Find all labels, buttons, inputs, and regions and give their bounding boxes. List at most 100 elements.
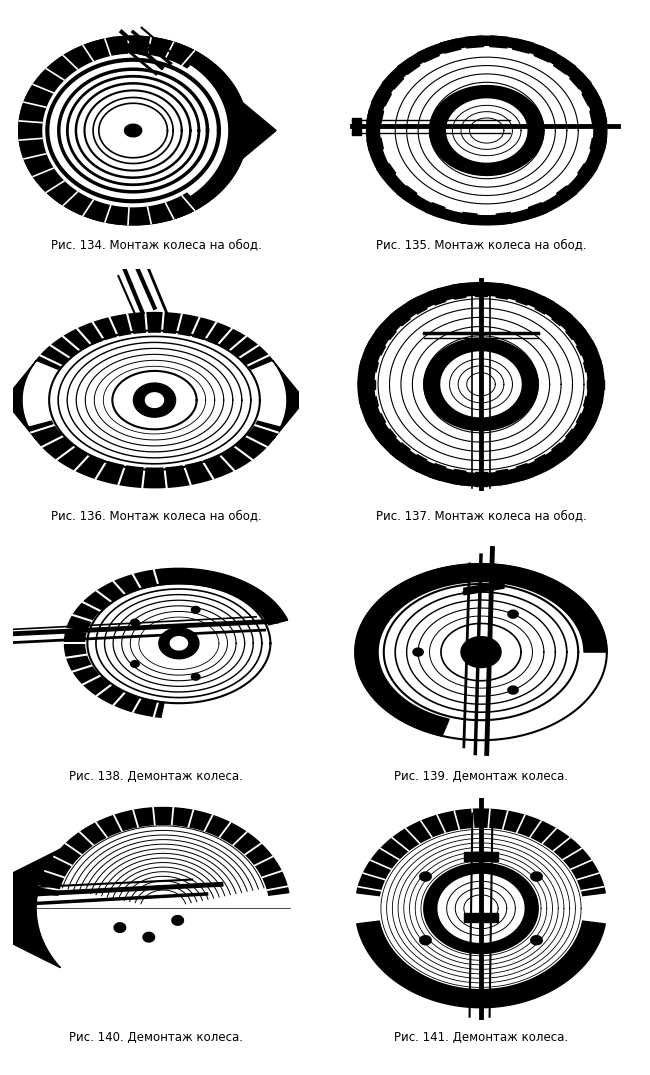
Polygon shape xyxy=(447,99,526,162)
Polygon shape xyxy=(367,139,383,151)
Polygon shape xyxy=(357,921,605,1007)
Polygon shape xyxy=(566,324,586,340)
Polygon shape xyxy=(358,283,604,486)
Polygon shape xyxy=(584,397,603,408)
Polygon shape xyxy=(19,37,200,225)
Polygon shape xyxy=(424,863,538,954)
Polygon shape xyxy=(64,570,164,717)
Polygon shape xyxy=(352,118,361,134)
Polygon shape xyxy=(516,463,534,481)
Polygon shape xyxy=(396,186,417,201)
Text: Рис. 134. Монтаж колеса на обод.: Рис. 134. Монтаж колеса на обод. xyxy=(51,238,261,252)
Polygon shape xyxy=(36,47,230,214)
Polygon shape xyxy=(587,379,604,389)
Polygon shape xyxy=(21,38,244,223)
Polygon shape xyxy=(556,186,577,201)
Polygon shape xyxy=(578,163,597,178)
Polygon shape xyxy=(29,421,280,488)
Polygon shape xyxy=(131,661,139,668)
Polygon shape xyxy=(191,674,200,680)
Text: Рис. 136. Монтаж колеса на обод.: Рис. 136. Монтаж колеса на обод. xyxy=(51,508,261,522)
Polygon shape xyxy=(461,213,477,225)
Polygon shape xyxy=(577,414,597,428)
Polygon shape xyxy=(475,283,487,297)
Polygon shape xyxy=(552,310,572,326)
Polygon shape xyxy=(475,472,487,486)
Polygon shape xyxy=(442,564,607,653)
Polygon shape xyxy=(0,849,60,968)
Polygon shape xyxy=(438,875,524,942)
Polygon shape xyxy=(465,37,484,47)
Polygon shape xyxy=(161,569,288,625)
Polygon shape xyxy=(367,110,384,124)
Polygon shape xyxy=(417,46,439,62)
Polygon shape xyxy=(390,443,410,459)
Polygon shape xyxy=(38,807,289,895)
Polygon shape xyxy=(451,470,466,485)
Polygon shape xyxy=(27,42,239,219)
Polygon shape xyxy=(143,932,155,942)
Polygon shape xyxy=(33,45,233,215)
Polygon shape xyxy=(39,49,228,212)
Polygon shape xyxy=(535,297,554,314)
Polygon shape xyxy=(19,37,248,225)
Polygon shape xyxy=(420,935,431,945)
Polygon shape xyxy=(272,360,305,440)
Polygon shape xyxy=(531,872,542,881)
Polygon shape xyxy=(114,922,125,932)
Polygon shape xyxy=(146,392,164,407)
Polygon shape xyxy=(168,41,276,220)
Polygon shape xyxy=(375,297,587,472)
Polygon shape xyxy=(390,310,410,326)
Text: Рис. 139. Демонтаж колеса.: Рис. 139. Демонтаж колеса. xyxy=(394,770,568,784)
Polygon shape xyxy=(172,916,183,926)
Polygon shape xyxy=(125,125,142,137)
Polygon shape xyxy=(464,913,498,922)
Polygon shape xyxy=(112,371,197,429)
Polygon shape xyxy=(512,39,534,53)
Polygon shape xyxy=(357,809,605,895)
Polygon shape xyxy=(33,45,233,215)
Polygon shape xyxy=(359,397,378,408)
Text: Рис. 141. Демонтаж колеса.: Рис. 141. Демонтаж колеса. xyxy=(394,1031,568,1045)
Polygon shape xyxy=(367,37,607,225)
Polygon shape xyxy=(584,360,603,372)
Polygon shape xyxy=(413,648,423,656)
Polygon shape xyxy=(426,203,445,217)
Polygon shape xyxy=(516,288,534,305)
Polygon shape xyxy=(496,470,511,485)
Polygon shape xyxy=(355,569,449,736)
Polygon shape xyxy=(30,44,236,217)
Polygon shape xyxy=(27,42,239,219)
Polygon shape xyxy=(428,288,446,305)
Polygon shape xyxy=(430,86,544,175)
Polygon shape xyxy=(4,360,36,440)
Polygon shape xyxy=(398,58,420,74)
Polygon shape xyxy=(531,935,542,945)
Text: Рис. 138. Демонтаж колеса.: Рис. 138. Демонтаж колеса. xyxy=(69,770,243,784)
Polygon shape xyxy=(528,203,547,217)
Polygon shape xyxy=(142,619,216,668)
Polygon shape xyxy=(358,379,375,389)
Polygon shape xyxy=(191,606,200,613)
Polygon shape xyxy=(590,110,606,124)
Polygon shape xyxy=(376,324,396,340)
Polygon shape xyxy=(25,40,242,221)
Polygon shape xyxy=(420,872,431,881)
Text: Рис. 137. Монтаж колеса на обод.: Рис. 137. Монтаж колеса на обод. xyxy=(376,508,586,522)
Polygon shape xyxy=(382,73,404,89)
Polygon shape xyxy=(30,44,236,217)
Polygon shape xyxy=(508,686,518,694)
Polygon shape xyxy=(566,429,586,445)
Polygon shape xyxy=(365,341,385,355)
Polygon shape xyxy=(570,73,592,89)
Polygon shape xyxy=(365,414,385,428)
Polygon shape xyxy=(116,42,150,55)
Polygon shape xyxy=(508,611,518,618)
Polygon shape xyxy=(441,352,521,417)
Polygon shape xyxy=(376,163,396,178)
Polygon shape xyxy=(489,37,508,47)
Text: Рис. 135. Монтаж колеса на обод.: Рис. 135. Монтаж колеса на обод. xyxy=(376,238,586,252)
Polygon shape xyxy=(99,103,168,158)
Polygon shape xyxy=(577,341,597,355)
